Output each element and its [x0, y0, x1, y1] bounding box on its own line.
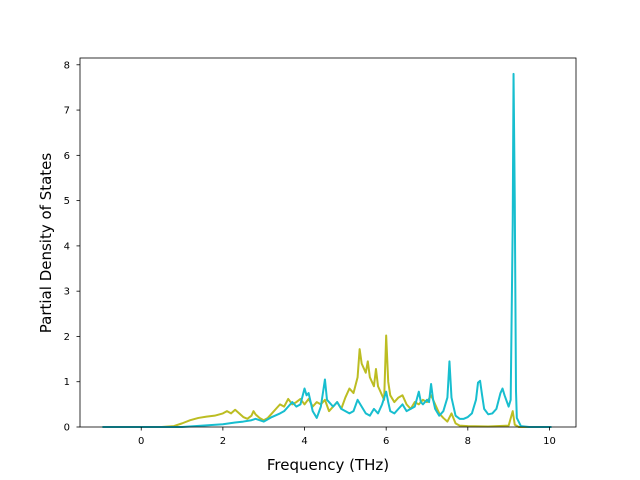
- y-tick-label: 6: [64, 151, 70, 162]
- series-line-1: [102, 334, 552, 428]
- y-tick-label: 8: [64, 60, 70, 71]
- x-tick-label: 2: [220, 436, 226, 447]
- x-axis-label: Frequency (THz): [267, 456, 389, 474]
- x-tick-label: 0: [138, 436, 144, 447]
- x-tick-label: 8: [465, 436, 471, 447]
- y-tick-label: 5: [64, 196, 70, 207]
- x-tick-label: 6: [383, 436, 389, 447]
- series-line-2: [102, 72, 552, 428]
- x-tick-label: 10: [543, 436, 556, 447]
- y-tick-label: 2: [64, 332, 70, 343]
- y-axis-label: Partial Density of States: [37, 153, 55, 334]
- y-tick-label: 7: [64, 106, 70, 117]
- x-axis: 0 2 4 6 8 10: [138, 427, 556, 447]
- plot-frame: [79, 57, 577, 428]
- y-axis: 0 1 2 3 4 5 6 7 8: [64, 60, 80, 434]
- series-layer: [102, 72, 552, 428]
- y-tick-label: 3: [64, 287, 70, 298]
- y-tick-label: 4: [64, 241, 70, 252]
- y-tick-label: 1: [64, 377, 70, 388]
- y-tick-label: 0: [64, 423, 70, 434]
- x-tick-label: 4: [301, 436, 307, 447]
